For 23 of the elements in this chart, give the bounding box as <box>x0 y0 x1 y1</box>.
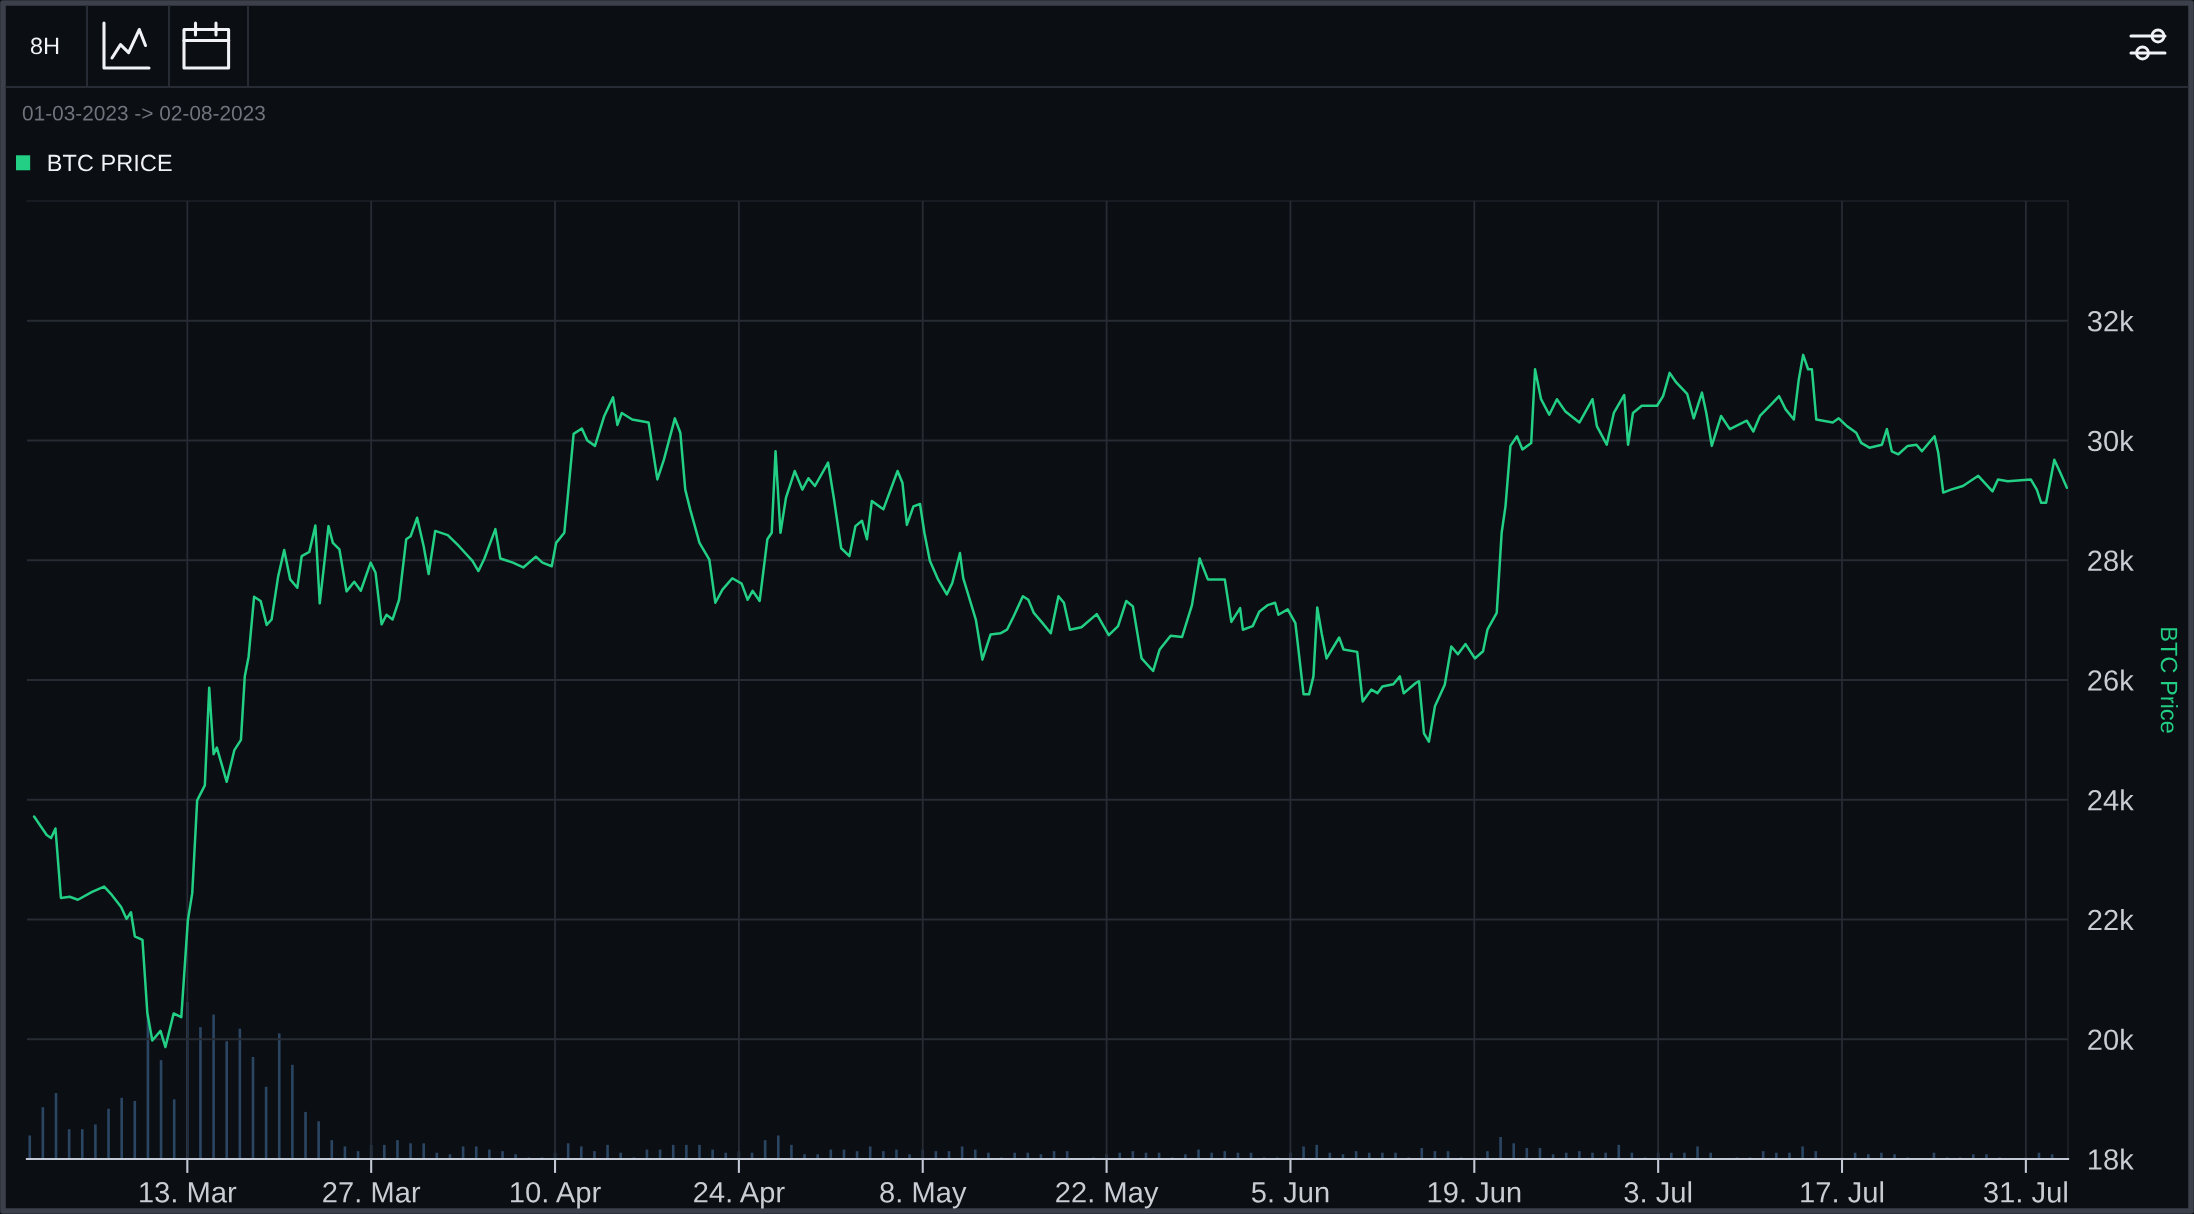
y-axis-title: BTC Price <box>2160 628 2178 733</box>
x-tick-label: 19. Jun <box>1428 1181 1521 1203</box>
y-tick-label: 20k <box>2088 1028 2134 1051</box>
chart-subtitle: 01-03-2023 -> 02-08-2023 <box>22 105 265 121</box>
y-tick-label: 32k <box>2087 310 2134 332</box>
x-tick-label: 22. May <box>1056 1181 1159 1209</box>
x-tick-label: 24. Apr <box>694 1181 785 1209</box>
text: 8H <box>30 37 59 55</box>
y-tick-label: 24k <box>2088 789 2134 811</box>
x-tick-label: 31. Jul <box>1984 1181 2067 1203</box>
y-tick-label: 28k <box>2088 549 2134 572</box>
y-tick-label: 30k <box>2087 429 2134 452</box>
x-tick-label: 5. Jun <box>1251 1182 1329 1203</box>
y-tick-label: 18k <box>2088 1148 2134 1170</box>
y-tick-label: 26k <box>2088 669 2134 691</box>
x-tick-label: 10. Apr <box>511 1181 601 1209</box>
legend-label: BTC PRICE <box>48 154 172 172</box>
x-tick-label: 8. May <box>880 1181 967 1209</box>
x-tick-label: 17. Jul <box>1801 1181 1884 1203</box>
y-tick-label: 22k <box>2088 908 2134 931</box>
x-tick-label: 13. Mar <box>140 1181 237 1203</box>
x-tick-label: 3. Jul <box>1624 1181 1692 1203</box>
x-tick-label: 27. Mar <box>323 1181 421 1203</box>
